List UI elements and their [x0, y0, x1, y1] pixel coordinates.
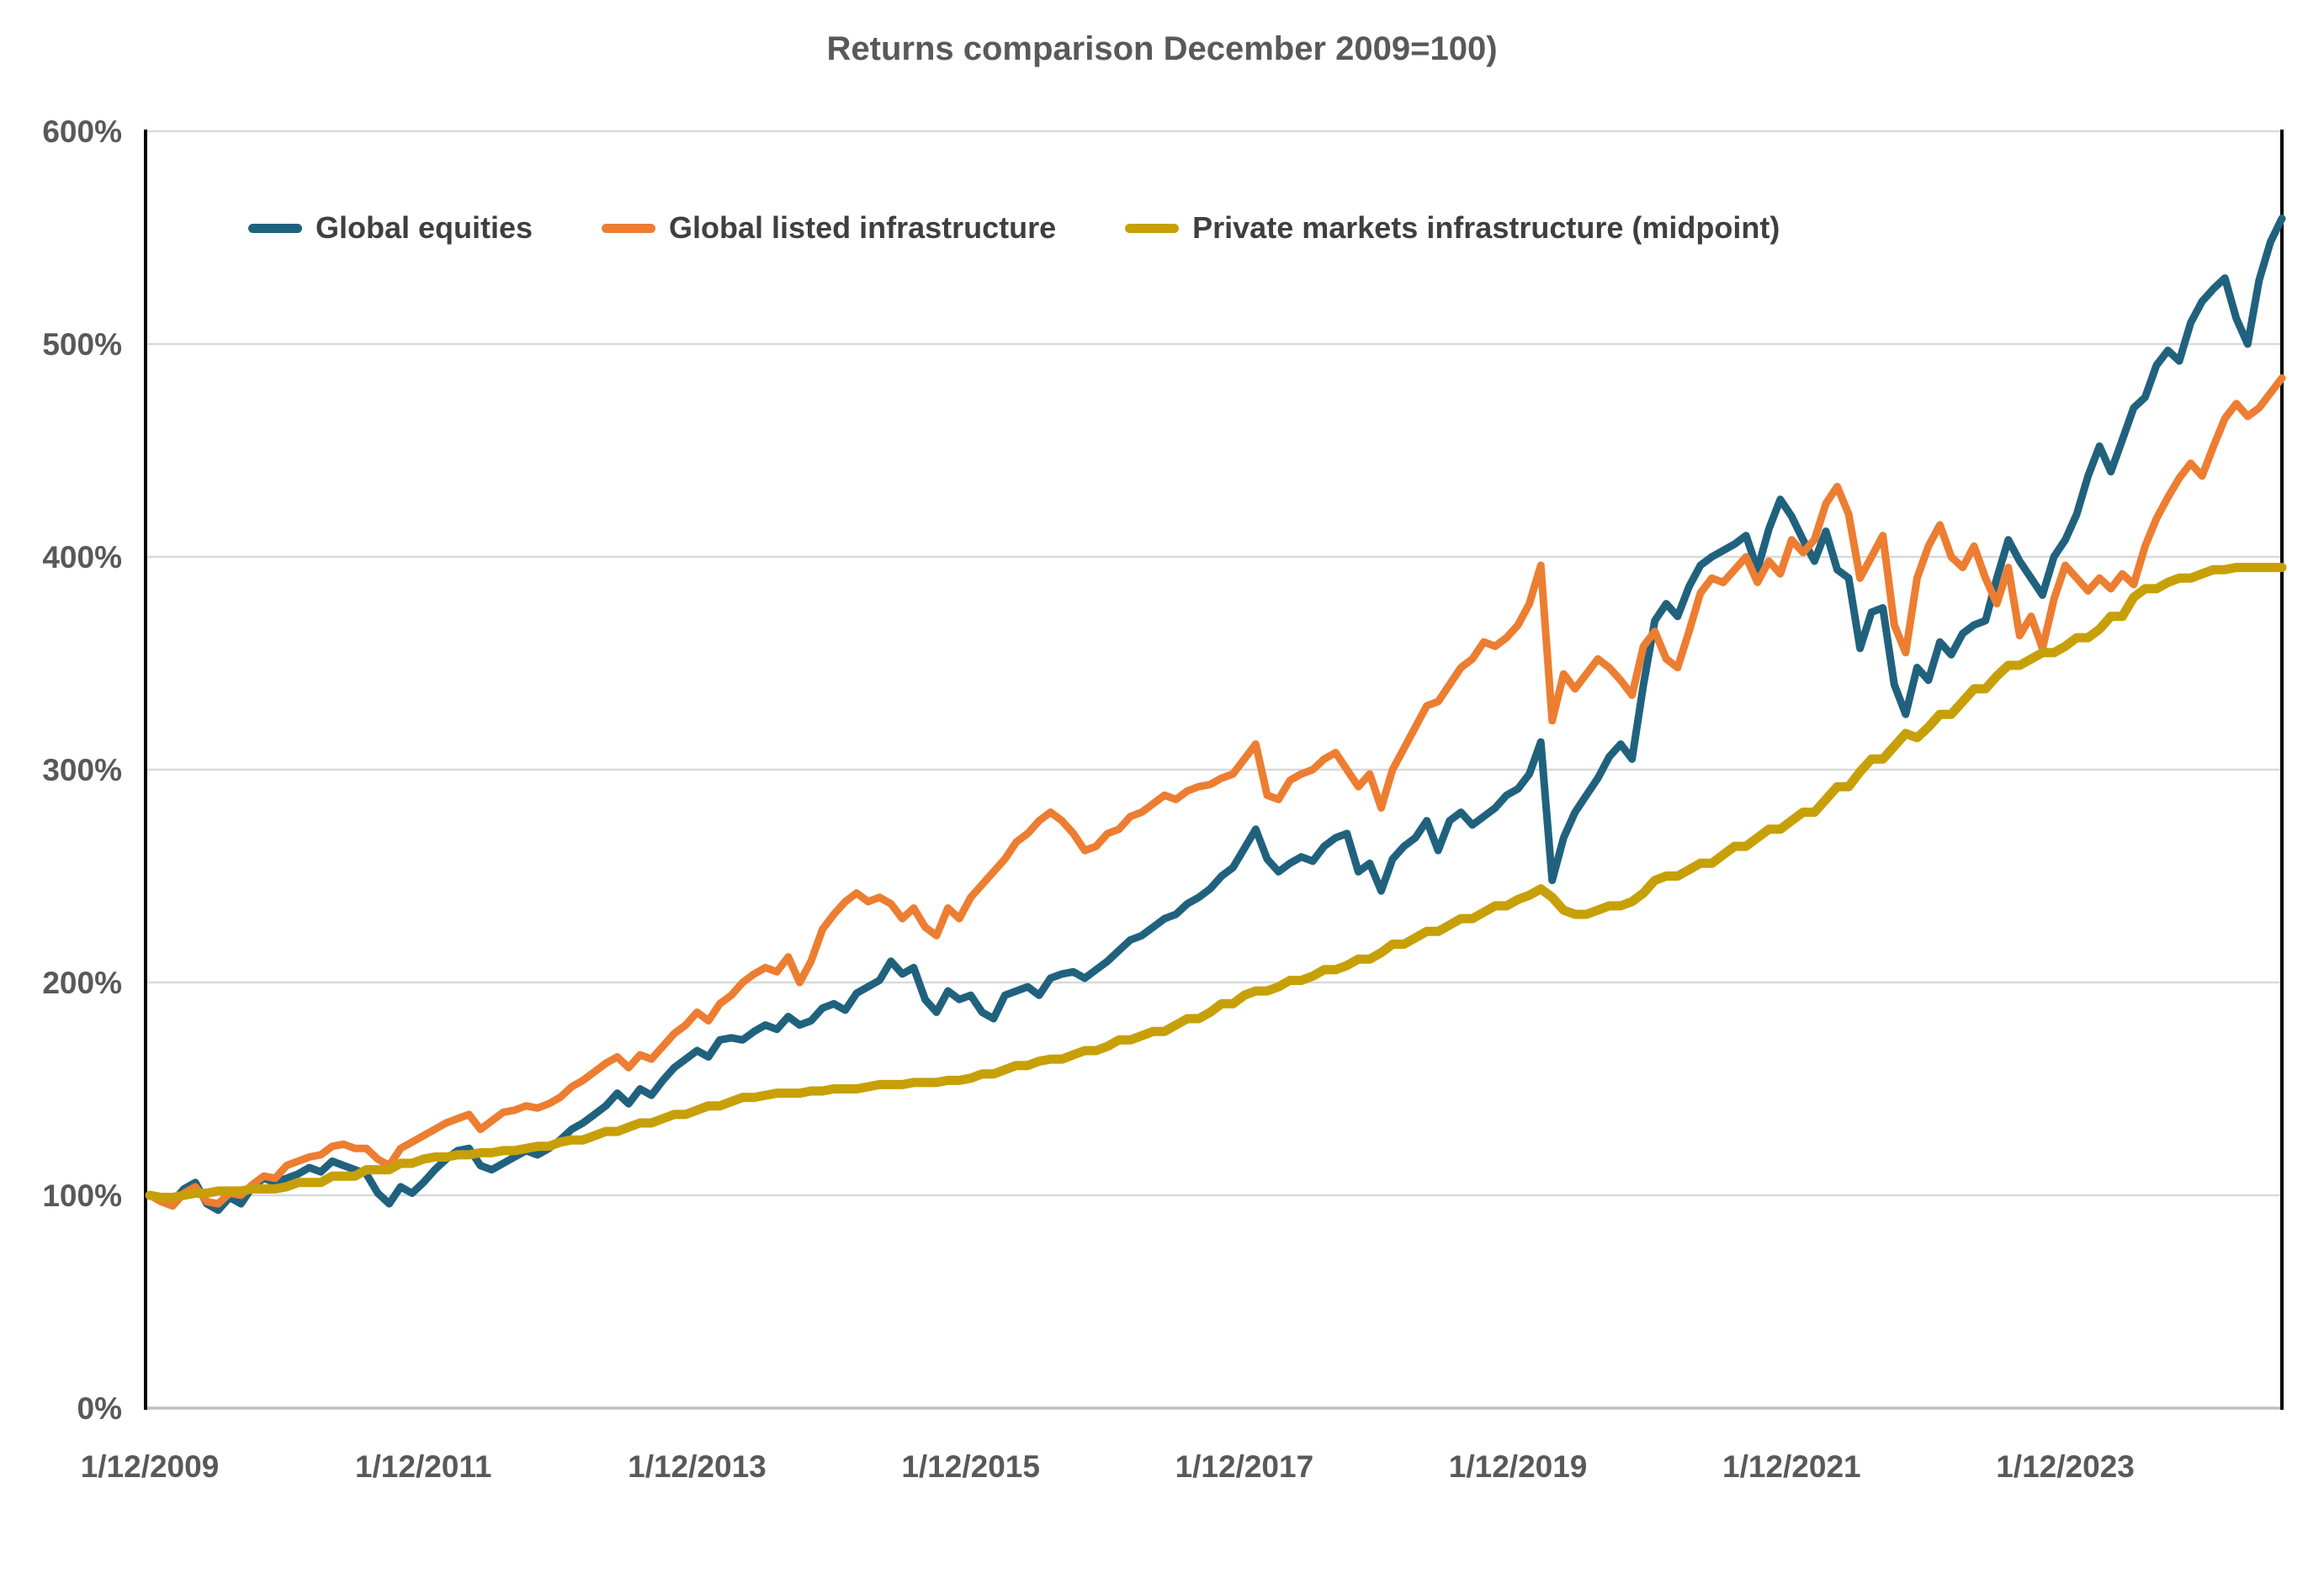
chart-title: Returns comparison December 2009=100)	[826, 30, 1498, 67]
y-tick-label-0%: 0%	[77, 1391, 122, 1426]
y-axis-tick-labels: 0% 100% 200% 300% 400% 500% 600%	[42, 114, 122, 1426]
legend-item-global-equities: Global equities	[248, 210, 533, 246]
legend-label-global-equities: Global equities	[316, 210, 533, 245]
legend-item-global-listed-infrastructure: Global listed infrastructure	[602, 210, 1056, 246]
series-line-2	[145, 563, 2287, 1202]
series-line-0	[146, 214, 2286, 1215]
x-tick-label-1-12-2021: 1/12/2021	[1722, 1449, 1861, 1484]
x-tick-label-1-12-2011: 1/12/2011	[355, 1449, 492, 1484]
legend-swatch-global-equities-icon	[248, 223, 302, 233]
legend-label-global-listed-infrastructure: Global listed infrastructure	[669, 210, 1057, 245]
x-tick-label-1-12-2013: 1/12/2013	[628, 1449, 767, 1484]
x-tick-label-1-12-2009: 1/12/2009	[81, 1449, 220, 1484]
legend-label-private-markets-infrastructure: Private markets infrastructure (midpoint…	[1192, 210, 1780, 245]
legend-item-private-markets-infrastructure: Private markets infrastructure (midpoint…	[1125, 210, 1780, 246]
x-tick-label-1-12-2017: 1/12/2017	[1175, 1449, 1314, 1484]
data-series	[145, 214, 2287, 1215]
x-axis-tick-labels: 1/12/2009 1/12/2011 1/12/2013 1/12/2015 1/12…	[81, 1449, 2135, 1484]
x-tick-label-1-12-2023: 1/12/2023	[1996, 1449, 2135, 1484]
legend-swatch-global-listed-infrastructure-icon	[602, 223, 656, 233]
x-tick-label-1-12-2019: 1/12/2019	[1449, 1449, 1588, 1484]
y-tick-label-500%: 500%	[42, 327, 122, 362]
legend-swatch-private-markets-infrastructure-icon	[1125, 223, 1180, 233]
y-tick-label-100%: 100%	[42, 1178, 122, 1213]
y-tick-label-200%: 200%	[42, 966, 122, 1000]
x-tick-label-1-12-2015: 1/12/2015	[901, 1449, 1040, 1484]
y-tick-label-400%: 400%	[42, 540, 122, 575]
y-tick-label-600%: 600%	[42, 114, 122, 149]
legend: Global equities Global listed infrastruc…	[248, 210, 1780, 246]
y-tick-label-300%: 300%	[42, 753, 122, 787]
series-line-1	[146, 374, 2286, 1210]
gridlines	[146, 130, 2282, 1410]
